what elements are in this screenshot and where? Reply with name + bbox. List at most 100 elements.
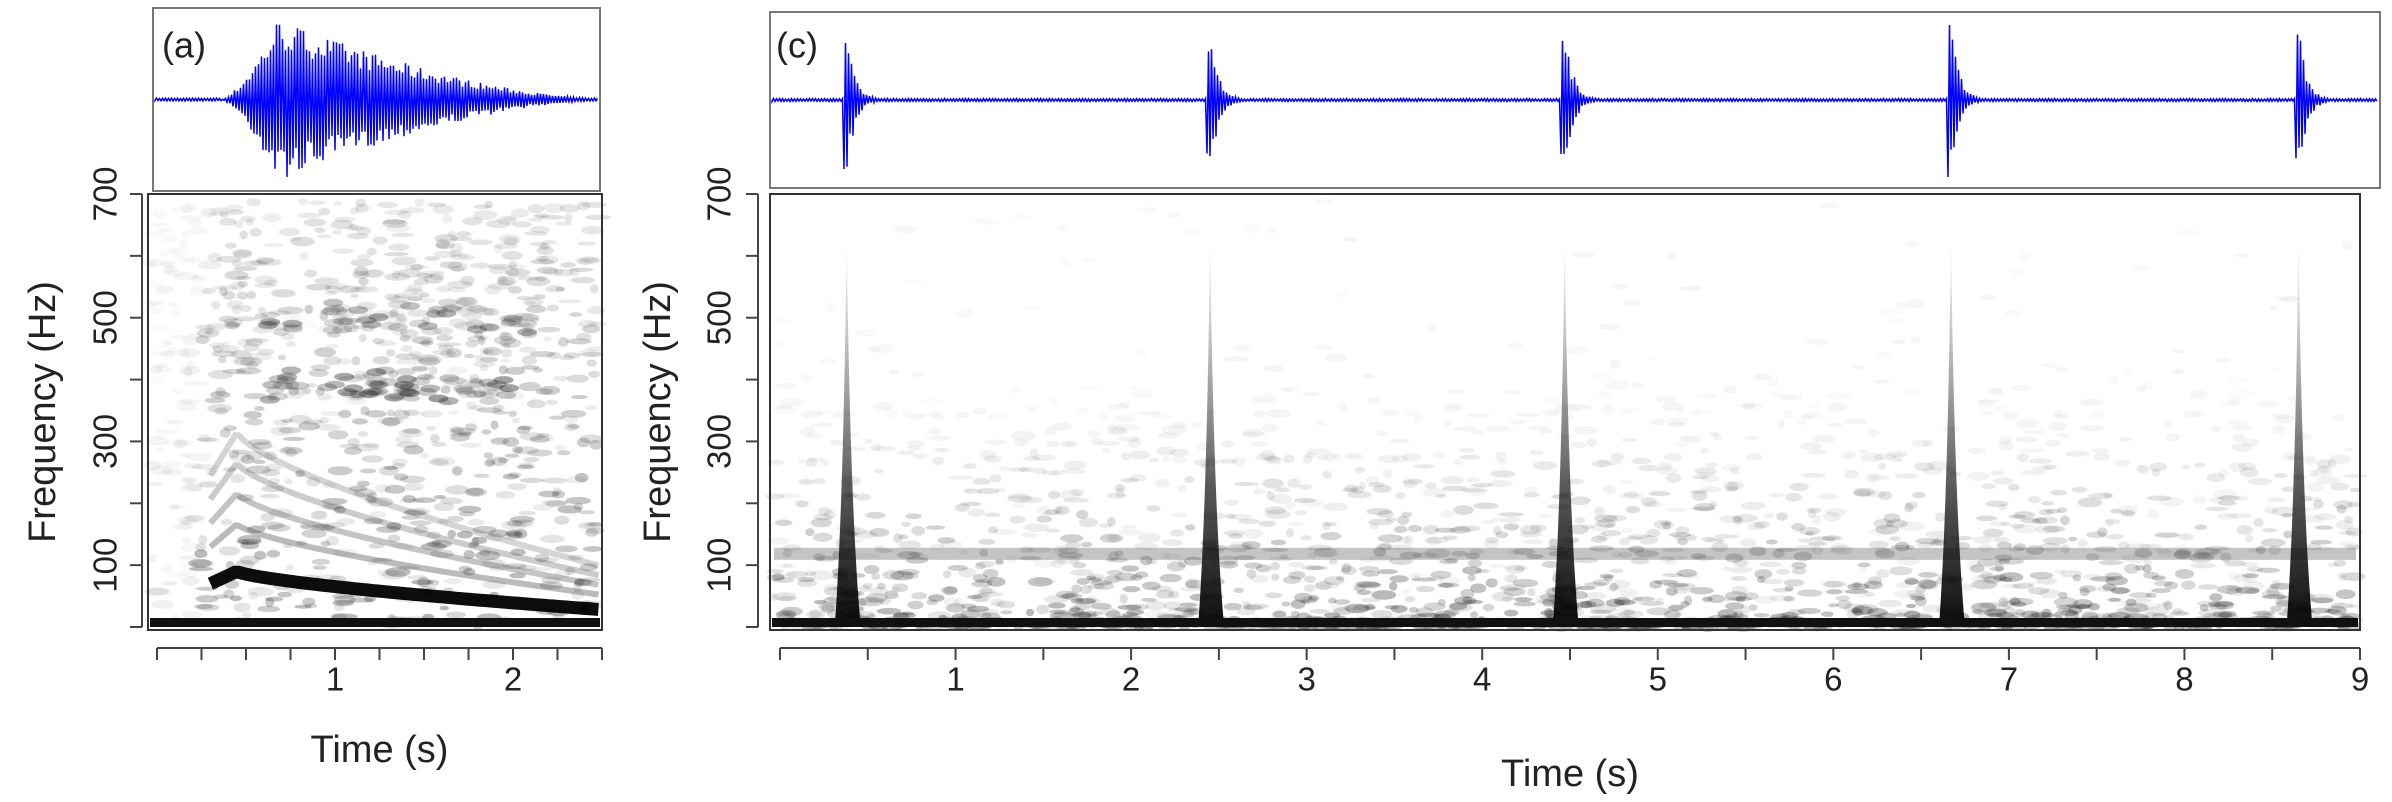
- noise: [1130, 390, 1154, 398]
- noise: [1244, 562, 1262, 568]
- noise: [1289, 571, 1306, 580]
- noise: [577, 259, 592, 265]
- noise: [1032, 468, 1047, 475]
- noise: [2190, 390, 2208, 399]
- noise: [187, 228, 210, 235]
- noise: [1504, 523, 1520, 530]
- noise: [1409, 607, 1419, 613]
- noise: [1859, 449, 1868, 454]
- noise: [195, 595, 218, 602]
- noise: [197, 604, 220, 611]
- noise: [1538, 428, 1552, 434]
- noise: [1679, 435, 1700, 443]
- noise: [1599, 574, 1614, 579]
- noise: [169, 504, 180, 509]
- noise: [508, 411, 517, 417]
- noise: [162, 581, 177, 586]
- noise: [1076, 510, 1088, 519]
- noise: [1171, 422, 1187, 429]
- noise: [1077, 408, 1089, 413]
- noise: [1810, 536, 1836, 541]
- noise: [339, 410, 352, 418]
- noise: [1993, 537, 2009, 543]
- noise: [1466, 413, 1491, 418]
- noise: [1389, 582, 1397, 591]
- noise: [372, 338, 385, 344]
- noise: [2253, 518, 2263, 527]
- noise: [911, 592, 927, 599]
- noise: [1676, 442, 1689, 447]
- noise: [378, 417, 403, 425]
- noise: [421, 298, 435, 303]
- noise: [232, 260, 243, 267]
- noise: [232, 450, 250, 455]
- noise: [1692, 491, 1708, 501]
- noise: [298, 198, 308, 205]
- noise: [350, 294, 358, 298]
- noise: [346, 397, 366, 405]
- noise: [2003, 606, 2015, 614]
- noise: [1844, 418, 1868, 425]
- noise: [1507, 342, 1523, 349]
- noise: [1895, 473, 1919, 478]
- noise: [2336, 505, 2347, 514]
- noise: [161, 235, 178, 243]
- noise: [957, 309, 974, 318]
- noise: [509, 261, 517, 270]
- noise: [1050, 397, 1059, 406]
- noise: [1134, 207, 1157, 213]
- noise: [547, 352, 561, 359]
- noise: [500, 332, 509, 337]
- noise: [785, 572, 796, 579]
- noise: [1376, 430, 1387, 436]
- noise: [1021, 532, 1038, 537]
- noise: [854, 329, 877, 336]
- noise: [260, 494, 280, 499]
- noise: [502, 216, 516, 221]
- noise: [2105, 576, 2128, 585]
- noise: [590, 440, 602, 450]
- noise: [273, 419, 290, 425]
- noise: [243, 411, 262, 419]
- noise: [809, 609, 825, 619]
- noise: [2105, 519, 2120, 524]
- noise: [168, 301, 177, 307]
- noise: [334, 603, 345, 612]
- noise: [1371, 590, 1396, 600]
- noise: [1130, 386, 1139, 390]
- noise: [1219, 459, 1238, 464]
- noise: [1105, 404, 1128, 410]
- noise: [166, 420, 185, 425]
- noise: [2099, 560, 2124, 565]
- noise: [775, 520, 793, 526]
- noise: [1701, 537, 1716, 542]
- noise: [475, 307, 495, 315]
- noise: [516, 296, 534, 300]
- noise: [813, 533, 833, 542]
- noise: [399, 499, 424, 503]
- noise: [430, 434, 440, 443]
- noise: [2274, 473, 2288, 478]
- noise: [990, 601, 1007, 607]
- noise: [1754, 613, 1770, 617]
- noise: [497, 276, 507, 283]
- noise: [1009, 516, 1025, 524]
- noise: [1647, 607, 1671, 615]
- noise: [1109, 428, 1129, 435]
- noise: [1895, 302, 1909, 309]
- noise: [1729, 566, 1752, 573]
- noise: [1826, 423, 1842, 428]
- noise: [313, 565, 327, 569]
- noise: [2077, 539, 2088, 547]
- noise: [1036, 604, 1049, 614]
- noise: [1821, 203, 1840, 209]
- noise: [1304, 584, 1316, 592]
- noise: [2343, 474, 2368, 478]
- noise: [571, 277, 596, 283]
- noise: [312, 559, 330, 565]
- noise: [1070, 569, 1093, 575]
- noise: [2266, 587, 2279, 597]
- noise: [560, 262, 576, 268]
- noise: [1693, 475, 1709, 479]
